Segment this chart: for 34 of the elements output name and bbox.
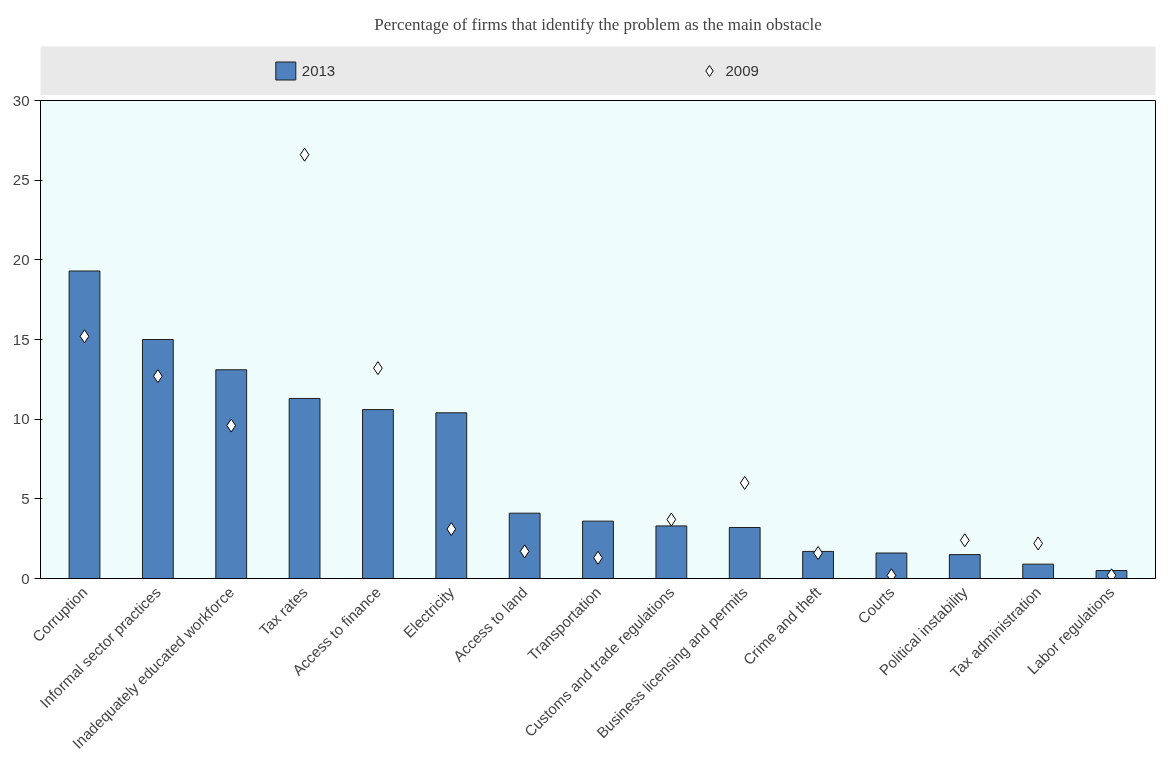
bar <box>362 409 394 579</box>
point <box>519 544 530 559</box>
y-tick-label: 30 <box>12 91 30 109</box>
point <box>79 329 90 344</box>
bar <box>141 339 174 579</box>
point <box>1106 568 1117 579</box>
y-tick-label: 0 <box>21 569 30 587</box>
bar <box>948 554 981 579</box>
bar <box>215 369 248 579</box>
bar <box>288 397 321 579</box>
bar <box>875 552 908 579</box>
bar <box>655 525 688 579</box>
bar <box>802 550 834 579</box>
legend-label: 2009 <box>725 62 759 79</box>
point <box>299 147 310 162</box>
bar <box>1022 563 1055 579</box>
bar <box>68 270 101 579</box>
y-tick-label: 25 <box>12 171 30 189</box>
point <box>666 512 677 527</box>
legend-label: 2013 <box>301 62 336 79</box>
point <box>446 522 457 537</box>
bar <box>508 512 541 579</box>
point <box>739 475 750 490</box>
point <box>226 418 237 433</box>
y-tick-label: 15 <box>12 330 30 348</box>
y-tick-label: 20 <box>12 250 30 268</box>
bar <box>728 527 761 579</box>
chart-title: Percentage of firms that identify the problem as the main obstacle <box>374 15 822 34</box>
y-tick-label: 10 <box>12 410 30 428</box>
point <box>886 568 897 579</box>
bar <box>435 412 468 579</box>
y-tick-label: 5 <box>21 489 30 507</box>
point <box>959 533 970 548</box>
bar <box>582 520 614 579</box>
